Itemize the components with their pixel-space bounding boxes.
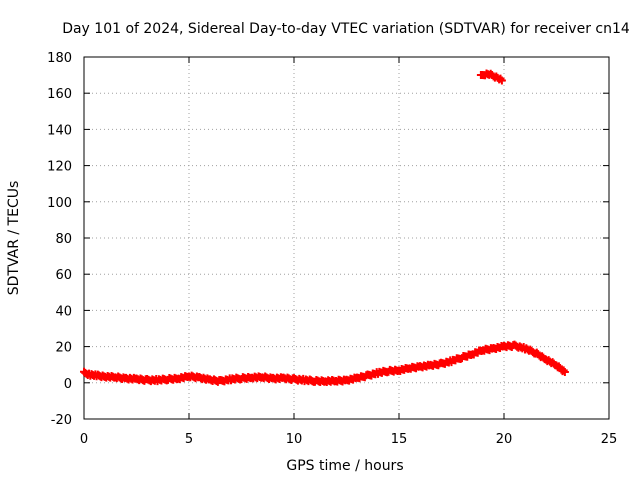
x-axis-label: GPS time / hours: [286, 458, 403, 474]
y-axis-label: SDTVAR / TECUs: [6, 181, 22, 296]
data-point: [560, 367, 569, 376]
y-tick-label: 120: [47, 160, 72, 175]
y-tick-label: 40: [55, 304, 72, 319]
data-point: [497, 76, 506, 85]
series-1: [476, 69, 506, 85]
grid-lines: [84, 57, 609, 419]
data-point: [559, 366, 568, 375]
series-0: [80, 340, 569, 387]
data-points: [80, 69, 569, 387]
y-tick-label: 140: [47, 123, 72, 138]
axis-ticks: [83, 56, 610, 420]
x-tick-label: 15: [391, 432, 408, 447]
x-tick-label: 10: [286, 432, 303, 447]
x-tick-labels: 0 5 10 15 20 25: [80, 432, 617, 447]
y-tick-label: 160: [47, 87, 72, 102]
chart-title: Day 101 of 2024, Sidereal Day-to-day VTE…: [62, 21, 630, 37]
y-tick-label: 100: [47, 196, 72, 211]
y-tick-label: -20: [51, 413, 72, 428]
plot-frame: [83, 56, 610, 420]
y-tick-label: 20: [55, 341, 72, 356]
x-tick-label: 0: [80, 432, 88, 447]
y-tick-label: 180: [47, 51, 72, 66]
y-tick-label: 0: [64, 377, 72, 392]
y-tick-label: 80: [55, 232, 72, 247]
x-tick-label: 5: [185, 432, 193, 447]
y-tick-labels: -20 0 20 40 60 80 100 120 140 160 180: [47, 51, 72, 428]
x-tick-label: 20: [496, 432, 513, 447]
y-tick-label: 60: [55, 268, 72, 283]
x-tick-label: 25: [601, 432, 618, 447]
